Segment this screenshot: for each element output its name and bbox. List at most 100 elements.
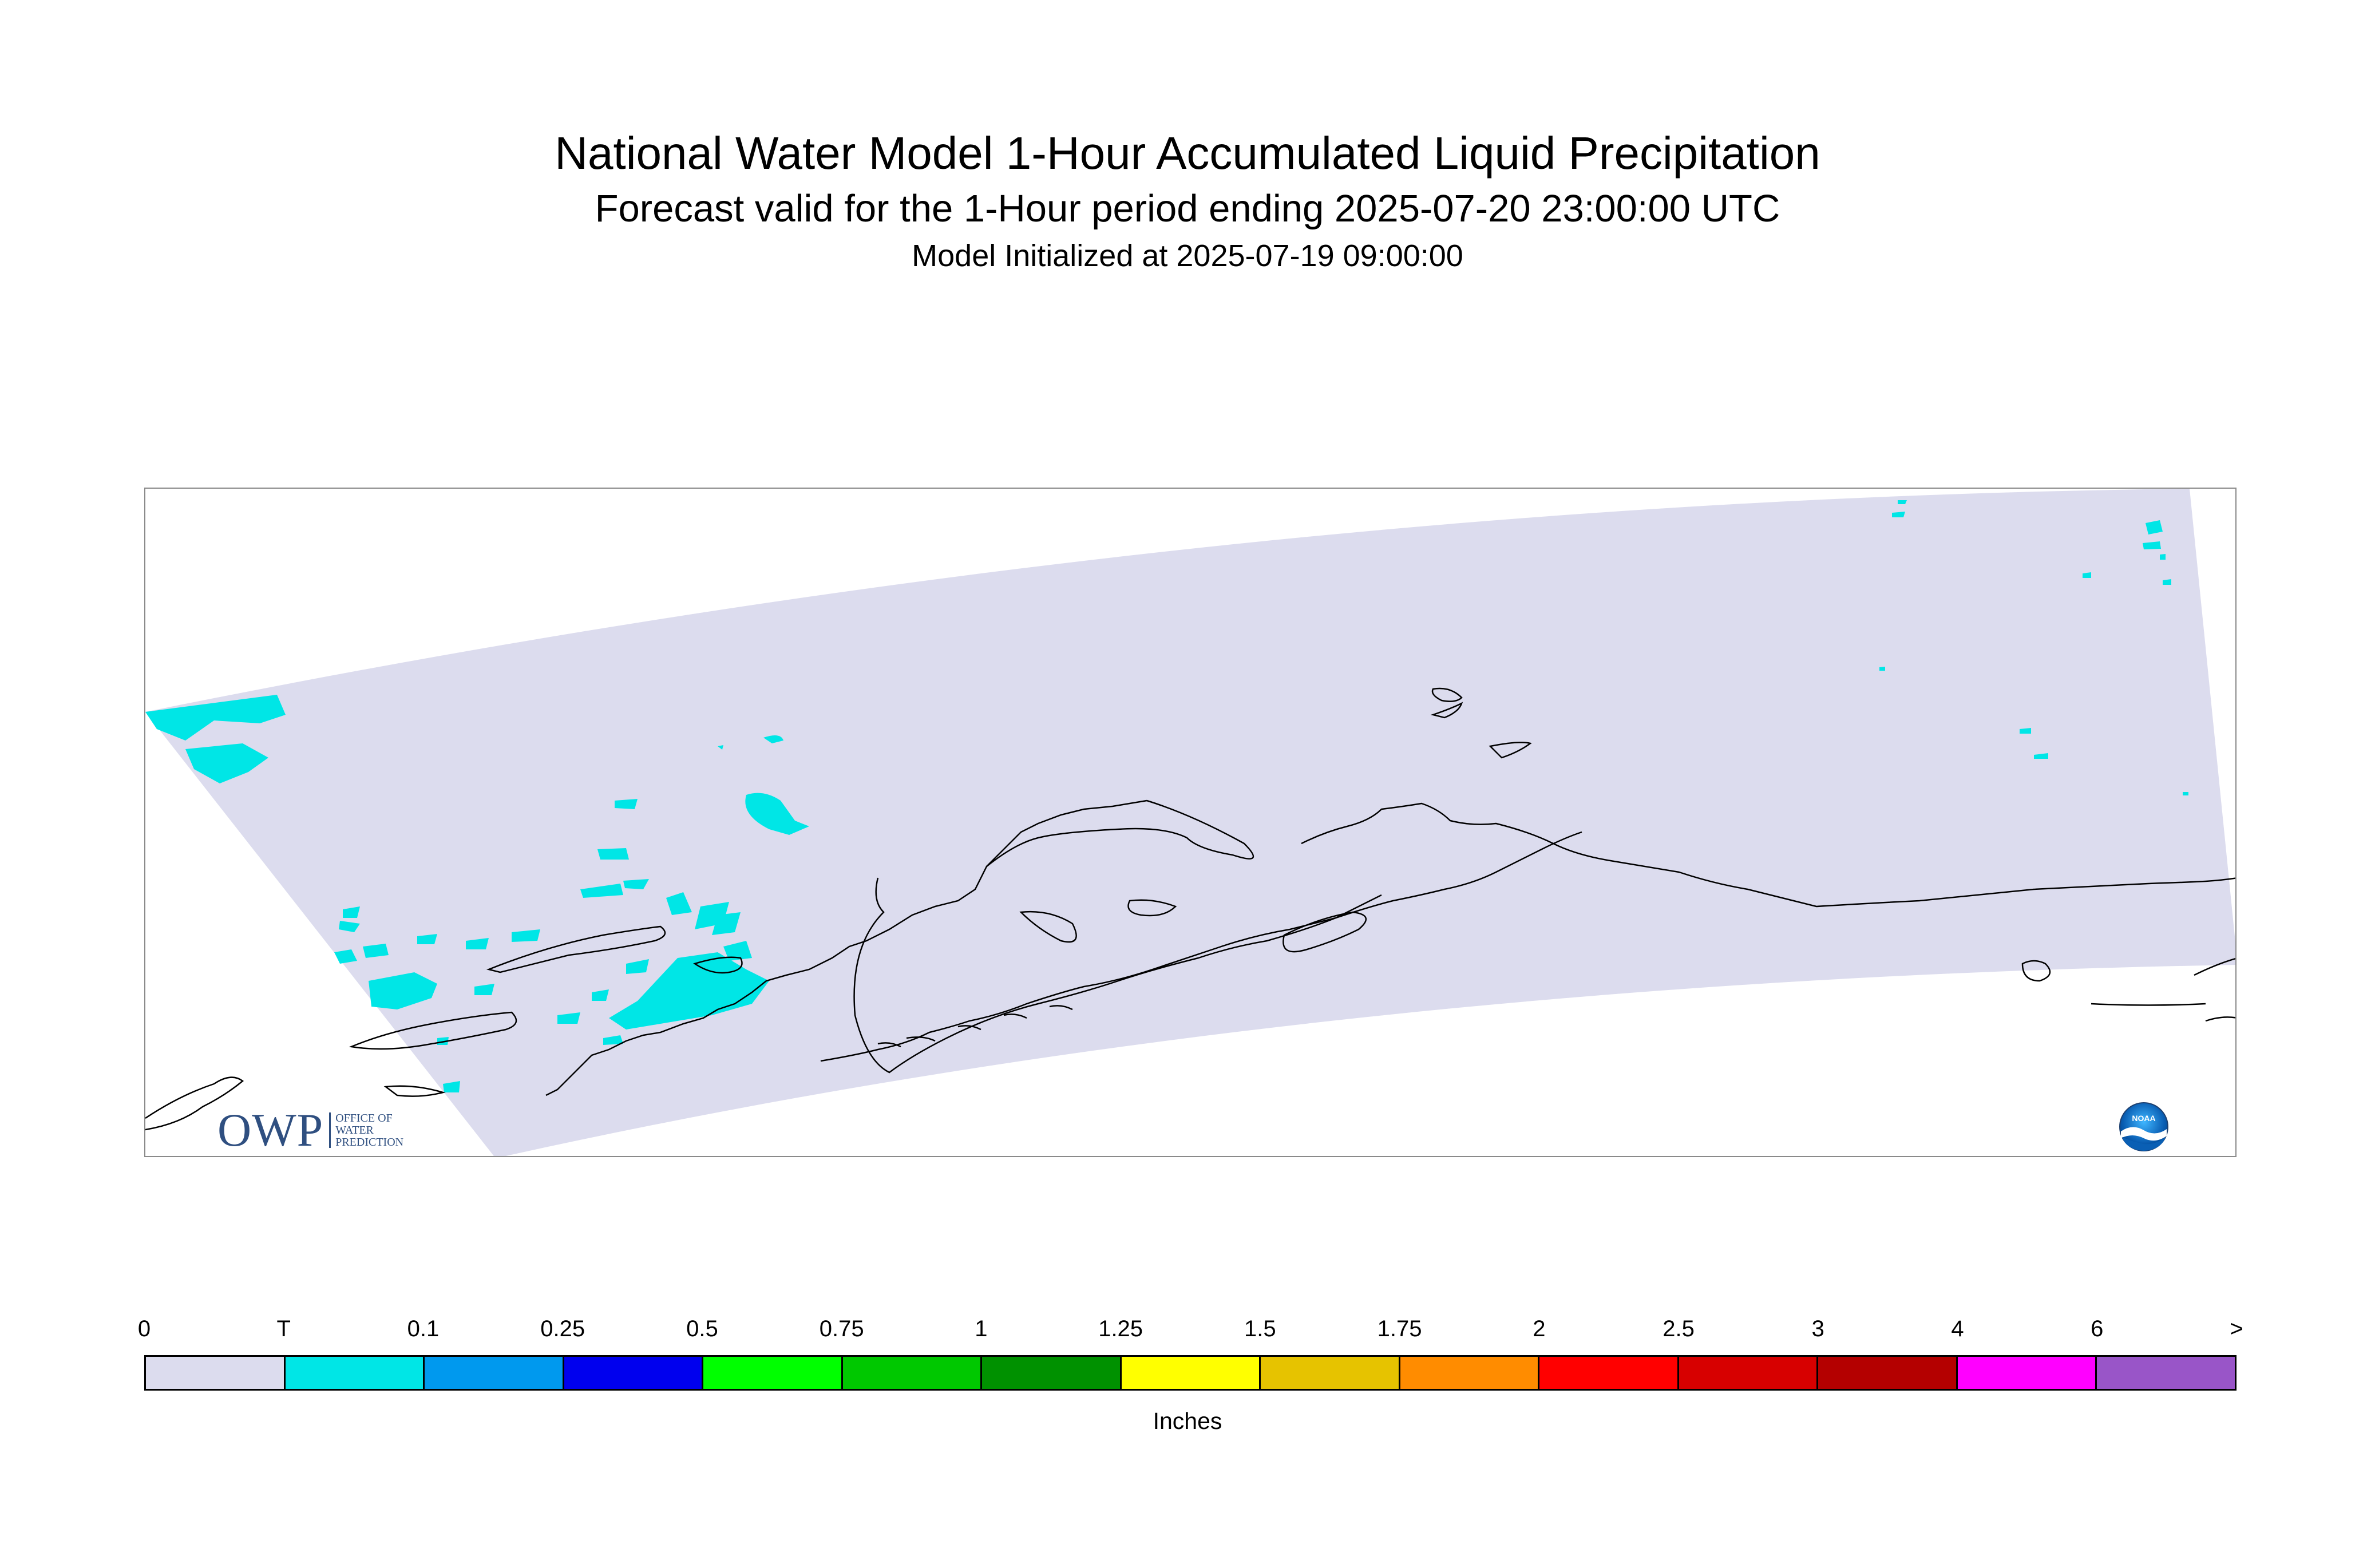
legend-tick-label: 2.5 xyxy=(1662,1316,1695,1341)
legend-swatch xyxy=(1400,1357,1540,1389)
legend-tick-label: 1 xyxy=(975,1316,988,1341)
legend-tick-label: 0 xyxy=(137,1316,151,1341)
coastlines xyxy=(145,687,2235,1131)
legend-swatch xyxy=(564,1357,704,1389)
legend-swatch xyxy=(2097,1357,2235,1389)
coastline-bristol-bay xyxy=(853,877,1382,1074)
coastline-st-lawrence xyxy=(486,925,666,973)
precip-area xyxy=(2146,520,2163,534)
precip-area xyxy=(417,934,437,944)
legend-colorbar xyxy=(144,1355,2237,1391)
legend-tick-label: 4 xyxy=(1951,1316,1964,1341)
owp-logo: OWP OFFICE OF WATER PREDICTION xyxy=(217,1104,421,1156)
owp-logo-divider xyxy=(329,1112,331,1148)
coastline-gulf-of-alaska xyxy=(1301,802,2235,908)
coastline-island xyxy=(1127,899,1177,917)
precip-area xyxy=(466,938,489,949)
coastline-chukotka xyxy=(349,1011,517,1050)
precip-area xyxy=(666,892,692,915)
coastline-arctic-islands xyxy=(1430,702,1463,719)
legend-tick-label: > xyxy=(2230,1316,2243,1341)
legend-swatch xyxy=(1261,1357,1400,1389)
precip-area xyxy=(2143,541,2161,549)
legend-tick-label: T xyxy=(276,1316,291,1341)
map-panel xyxy=(144,488,2237,1157)
precip-area xyxy=(603,1035,623,1045)
model-init-subtitle: Model Initialized at 2025-07-19 09:00:00 xyxy=(912,239,1463,273)
precip-area xyxy=(2020,728,2031,734)
precip-area xyxy=(626,959,649,974)
precip-area xyxy=(592,989,609,1001)
border-canada xyxy=(2091,1003,2206,1006)
legend-swatch xyxy=(1957,1357,2097,1389)
coastline-arctic-islands xyxy=(1431,687,1463,702)
model-domain-area xyxy=(145,489,2235,1156)
precip-area xyxy=(512,929,540,942)
legend-tick-label: 3 xyxy=(1811,1316,1824,1341)
coastline-aleutians xyxy=(877,1005,1073,1048)
forecast-valid-subtitle: Forecast valid for the 1-Hour period end… xyxy=(595,187,1780,230)
coastline-norton-sound xyxy=(986,799,1254,867)
precip-area xyxy=(363,944,389,958)
owp-logo-subtitle-line: PREDICTION xyxy=(335,1135,404,1149)
legend-swatch xyxy=(285,1357,425,1389)
legend-swatch xyxy=(1539,1357,1679,1389)
coastline-alaska-peninsula xyxy=(820,831,1582,1062)
precip-area xyxy=(369,972,437,1009)
precip-area xyxy=(723,941,752,961)
precip-area xyxy=(745,793,809,835)
precip-area xyxy=(763,735,783,743)
coastline-arctic-islands xyxy=(1489,742,1532,759)
coastline-island xyxy=(1019,910,1077,943)
legend-tick-label: 1.5 xyxy=(1244,1316,1276,1341)
precip-area xyxy=(443,1081,460,1092)
precip-area xyxy=(2160,554,2166,560)
alaska-precip-map xyxy=(145,489,2235,1156)
precip-area xyxy=(718,745,723,750)
precip-area xyxy=(623,879,649,889)
legend-swatch xyxy=(1121,1357,1261,1389)
precip-area xyxy=(334,949,357,964)
precip-area xyxy=(1898,500,1907,504)
legend-tick-label: 1.75 xyxy=(1377,1316,1422,1341)
owp-logo-subtitle: OFFICE OF WATER PREDICTION xyxy=(335,1112,421,1149)
legend-tick-label: 0.5 xyxy=(686,1316,718,1341)
precip-area xyxy=(339,921,360,932)
coastline-canada xyxy=(2021,960,2051,982)
coastline-russia-2 xyxy=(383,1085,446,1097)
precip-area xyxy=(145,695,286,741)
precip-area xyxy=(2183,792,2188,795)
legend-units-label: Inches xyxy=(1153,1408,1222,1434)
coastline-canada xyxy=(2194,957,2235,976)
owp-logo-text: OWP xyxy=(217,1104,324,1156)
legend-tick-label: 2 xyxy=(1533,1316,1546,1341)
owp-logo-subtitle-line: WATER xyxy=(335,1123,374,1137)
coastline-canada xyxy=(2205,1016,2235,1022)
legend-swatch xyxy=(1679,1357,1819,1389)
precip-area xyxy=(712,912,741,935)
legend-tick-label: 0.25 xyxy=(540,1316,585,1341)
legend-swatch xyxy=(146,1357,286,1389)
legend-swatch xyxy=(1818,1357,1958,1389)
coastline-nunivak xyxy=(693,956,743,974)
precip-area xyxy=(1879,667,1885,671)
legend-tick-label: 0.1 xyxy=(407,1316,440,1341)
coastline-russia xyxy=(145,1076,244,1131)
owp-logo-subtitle-line: OFFICE OF xyxy=(335,1111,393,1124)
legend-tick-label: 1.25 xyxy=(1098,1316,1143,1341)
precip-area xyxy=(2034,753,2048,759)
precip-area xyxy=(2163,579,2171,585)
noaa-logo-text: NOAA xyxy=(2132,1114,2155,1123)
precipitation-areas xyxy=(145,500,2188,1092)
noaa-logo-icon: NOAA xyxy=(2119,1102,2168,1151)
precip-area xyxy=(597,848,629,860)
precip-area xyxy=(580,884,623,898)
precip-area xyxy=(185,743,268,783)
coastline-mainland xyxy=(545,799,1147,1096)
legend-swatch xyxy=(842,1357,983,1389)
legend-tick-label: 6 xyxy=(2091,1316,2104,1341)
map-title: National Water Model 1-Hour Accumulated … xyxy=(555,128,1820,179)
precip-area xyxy=(343,906,360,918)
precip-area xyxy=(557,1012,580,1024)
precip-area xyxy=(615,799,638,809)
